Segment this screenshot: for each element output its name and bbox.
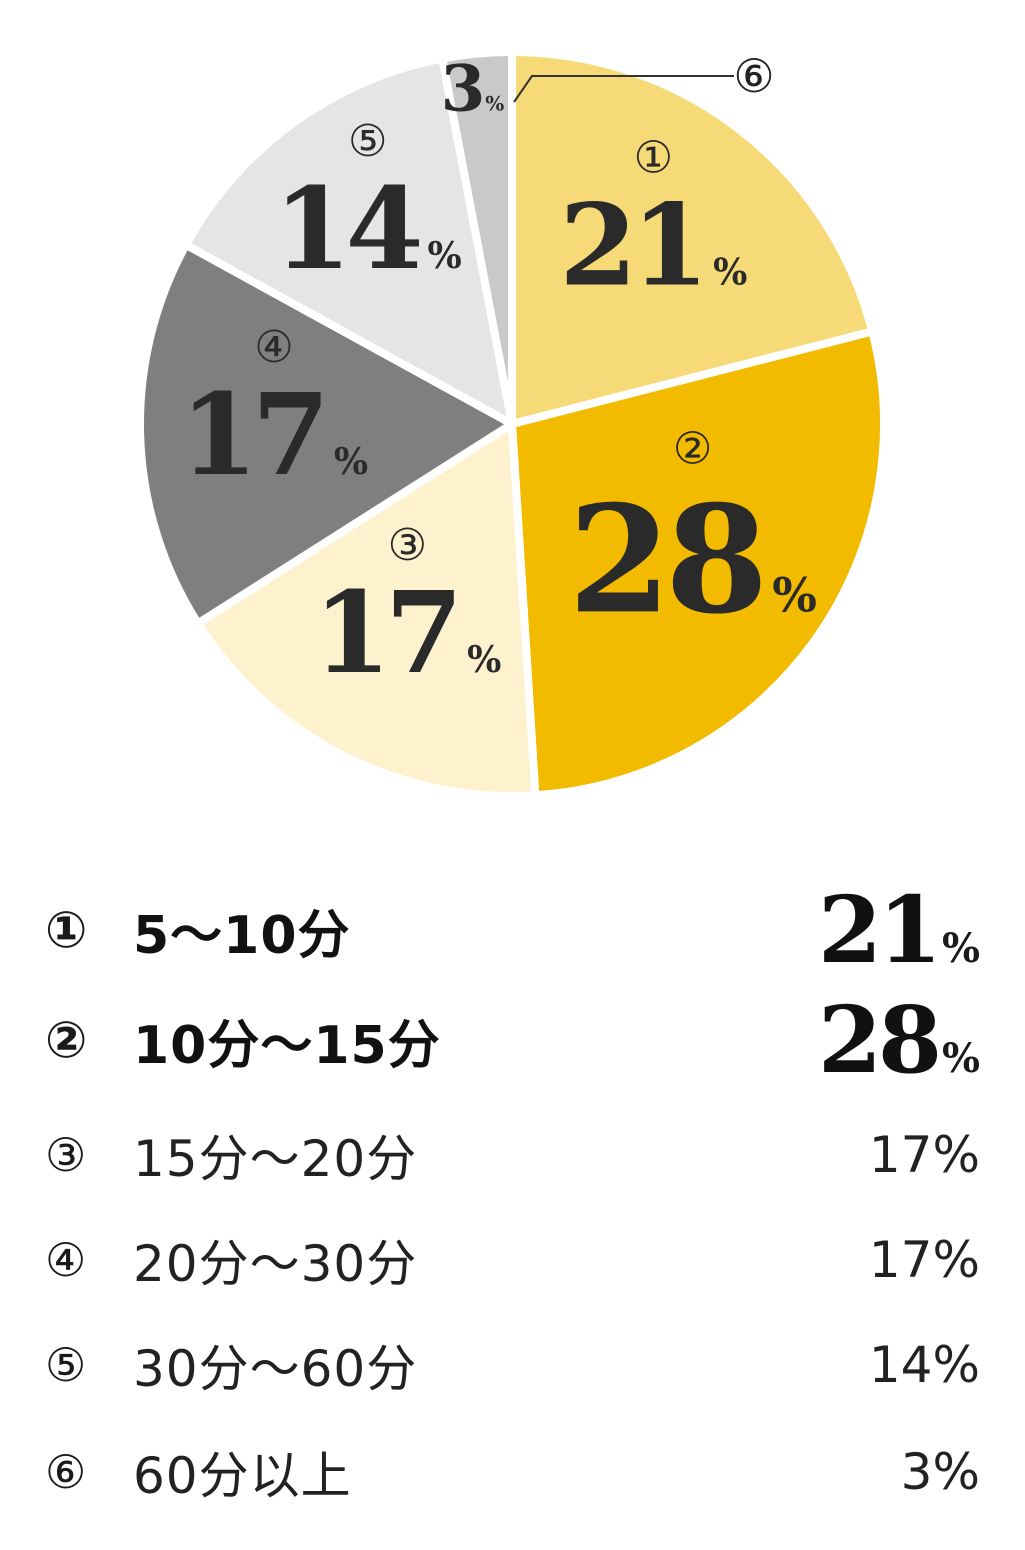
legend-row-5: ⑤ 30分〜60分 14% [45, 1330, 980, 1400]
legend-row-3: ③ 15分〜20分 17% [45, 1120, 980, 1190]
legend-marker: ④ [45, 1233, 87, 1287]
legend-label: 10分〜15分 [133, 1015, 441, 1076]
leader-line [513, 75, 734, 103]
legend-label: 15分〜20分 [133, 1130, 418, 1188]
slice-marker: ⑥ [733, 49, 774, 103]
legend-marker: ② [45, 1011, 88, 1069]
pie-chart: ①21 %②28 %③17 %④17 %⑤14 %3%⑥ [136, 48, 888, 800]
legend-label: 30分〜60分 [133, 1340, 418, 1398]
legend-marker: ① [45, 901, 88, 959]
legend-marker: ⑥ [45, 1445, 87, 1499]
legend-unit: % [941, 925, 980, 972]
pie-slice-2 [508, 327, 888, 800]
legend-label: 5〜10分 [133, 905, 351, 966]
legend-row-1: ① 5〜10分 21% [45, 876, 980, 984]
slice-marker: ⑤ [348, 116, 387, 167]
pie-slice-6 [438, 48, 516, 428]
slice-marker: ① [634, 132, 673, 183]
pie-slice-1 [508, 48, 877, 428]
legend-value: 3% [900, 1443, 980, 1501]
legend-row-2: ② 10分〜15分 28% [45, 986, 980, 1094]
pie-slice-3 [193, 420, 540, 800]
legend-value: 28 [817, 986, 942, 1094]
slice-marker: ② [673, 423, 712, 474]
legend-label: 20分〜30分 [133, 1235, 418, 1293]
legend-value: 17% [868, 1231, 980, 1289]
legend-row-6: ⑥ 60分以上 3% [45, 1437, 980, 1507]
legend-value: 21 [817, 876, 942, 984]
legend-value: 14% [868, 1336, 980, 1394]
legend-marker: ⑤ [45, 1338, 87, 1392]
legend-marker: ③ [45, 1128, 87, 1182]
slice-marker: ③ [388, 520, 427, 571]
slice-marker: ④ [254, 322, 293, 373]
legend-label: 60分以上 [133, 1447, 352, 1505]
legend-value: 17% [868, 1126, 980, 1184]
legend-unit: % [941, 1035, 980, 1082]
pie-slice-5 [182, 54, 516, 428]
legend-row-4: ④ 20分〜30分 17% [45, 1225, 980, 1295]
pie-slice-4 [136, 240, 516, 628]
